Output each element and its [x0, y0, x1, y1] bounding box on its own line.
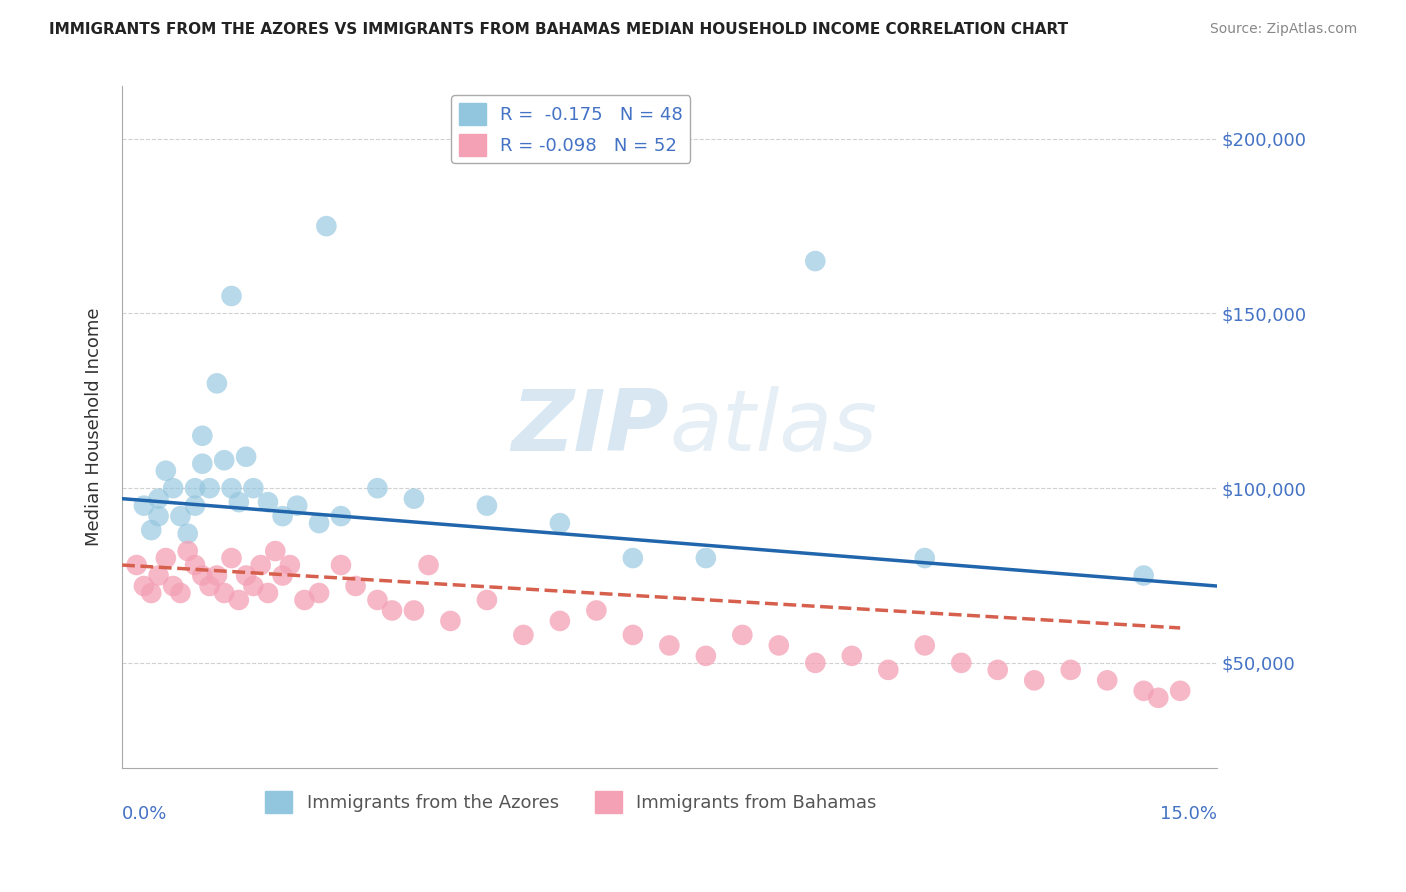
- Point: [402, 491, 425, 506]
- Point: [308, 586, 330, 600]
- Point: [148, 568, 170, 582]
- Point: [1060, 663, 1083, 677]
- Point: [162, 579, 184, 593]
- Point: [198, 481, 221, 495]
- Text: 0.0%: 0.0%: [122, 805, 167, 823]
- Point: [184, 558, 207, 572]
- Point: [585, 603, 607, 617]
- Text: atlas: atlas: [669, 385, 877, 468]
- Point: [512, 628, 534, 642]
- Text: ZIP: ZIP: [512, 385, 669, 468]
- Point: [621, 551, 644, 566]
- Point: [548, 614, 571, 628]
- Text: 15.0%: 15.0%: [1160, 805, 1216, 823]
- Point: [125, 558, 148, 572]
- Point: [155, 464, 177, 478]
- Point: [155, 551, 177, 566]
- Point: [402, 603, 425, 617]
- Point: [914, 639, 936, 653]
- Point: [148, 509, 170, 524]
- Point: [278, 558, 301, 572]
- Point: [221, 481, 243, 495]
- Point: [987, 663, 1010, 677]
- Point: [191, 457, 214, 471]
- Point: [381, 603, 404, 617]
- Point: [191, 429, 214, 443]
- Point: [141, 586, 163, 600]
- Point: [366, 593, 388, 607]
- Point: [205, 568, 228, 582]
- Point: [804, 656, 827, 670]
- Point: [366, 481, 388, 495]
- Point: [177, 526, 200, 541]
- Point: [141, 523, 163, 537]
- Point: [235, 568, 257, 582]
- Point: [1168, 683, 1191, 698]
- Point: [271, 568, 294, 582]
- Point: [1132, 683, 1154, 698]
- Point: [177, 544, 200, 558]
- Point: [658, 639, 681, 653]
- Point: [877, 663, 900, 677]
- Point: [315, 219, 337, 234]
- Text: IMMIGRANTS FROM THE AZORES VS IMMIGRANTS FROM BAHAMAS MEDIAN HOUSEHOLD INCOME CO: IMMIGRANTS FROM THE AZORES VS IMMIGRANTS…: [49, 22, 1069, 37]
- Point: [731, 628, 754, 642]
- Point: [257, 586, 280, 600]
- Point: [242, 481, 264, 495]
- Point: [475, 593, 498, 607]
- Y-axis label: Median Household Income: Median Household Income: [86, 308, 103, 546]
- Point: [249, 558, 271, 572]
- Point: [221, 289, 243, 303]
- Point: [242, 579, 264, 593]
- Point: [285, 499, 308, 513]
- Point: [184, 499, 207, 513]
- Point: [418, 558, 440, 572]
- Point: [235, 450, 257, 464]
- Point: [695, 648, 717, 663]
- Point: [162, 481, 184, 495]
- Point: [804, 254, 827, 268]
- Point: [221, 551, 243, 566]
- Point: [475, 499, 498, 513]
- Point: [228, 495, 250, 509]
- Point: [1147, 690, 1170, 705]
- Point: [264, 544, 287, 558]
- Point: [330, 558, 353, 572]
- Point: [695, 551, 717, 566]
- Point: [169, 586, 191, 600]
- Point: [212, 586, 235, 600]
- Point: [621, 628, 644, 642]
- Point: [212, 453, 235, 467]
- Point: [308, 516, 330, 530]
- Legend: Immigrants from the Azores, Immigrants from Bahamas: Immigrants from the Azores, Immigrants f…: [257, 783, 884, 820]
- Point: [198, 579, 221, 593]
- Point: [1132, 568, 1154, 582]
- Point: [228, 593, 250, 607]
- Point: [132, 499, 155, 513]
- Point: [271, 509, 294, 524]
- Point: [184, 481, 207, 495]
- Point: [950, 656, 973, 670]
- Point: [439, 614, 461, 628]
- Point: [330, 509, 353, 524]
- Point: [548, 516, 571, 530]
- Point: [169, 509, 191, 524]
- Point: [148, 491, 170, 506]
- Point: [344, 579, 367, 593]
- Point: [841, 648, 863, 663]
- Point: [768, 639, 790, 653]
- Point: [257, 495, 280, 509]
- Point: [294, 593, 316, 607]
- Text: Source: ZipAtlas.com: Source: ZipAtlas.com: [1209, 22, 1357, 37]
- Point: [1095, 673, 1118, 688]
- Point: [1024, 673, 1046, 688]
- Point: [914, 551, 936, 566]
- Point: [205, 376, 228, 391]
- Point: [191, 568, 214, 582]
- Point: [132, 579, 155, 593]
